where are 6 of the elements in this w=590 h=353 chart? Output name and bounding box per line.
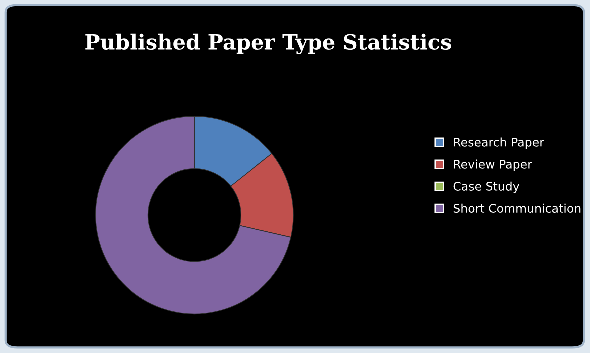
legend-label: Short Communication [454, 204, 581, 213]
donut-slice [96, 116, 292, 315]
chart-title: Published Paper Type Statistics [86, 34, 452, 54]
legend-label: Research Paper [454, 138, 544, 150]
legend-label: Review Paper [454, 160, 532, 172]
legend-label: Case Study [454, 182, 520, 194]
